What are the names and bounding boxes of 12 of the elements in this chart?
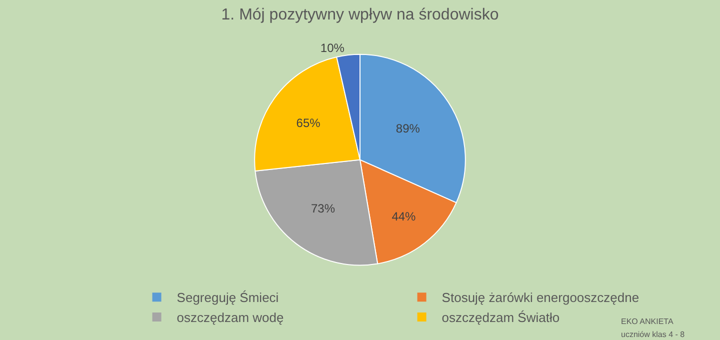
text: EKO ANKIETA (621, 317, 674, 326)
legend-label: oszczędzam Światło (442, 310, 560, 326)
legend-label: Segreguję Śmieci (176, 290, 279, 306)
chart-title: 1. Mój pozytywny wpływ na środowisko (221, 6, 499, 24)
legend-label: oszczędzam wodę (176, 310, 284, 326)
data-label: 89% (396, 122, 420, 136)
data-label: 73% (311, 201, 336, 216)
data-label: 10% (320, 41, 345, 56)
text: uczniów klas 4 - 8 (621, 330, 686, 339)
data-label: 44% (392, 209, 416, 224)
legend-label: Stosuję żarówki energooszczędne (442, 290, 640, 306)
data-label: 65% (296, 116, 321, 130)
